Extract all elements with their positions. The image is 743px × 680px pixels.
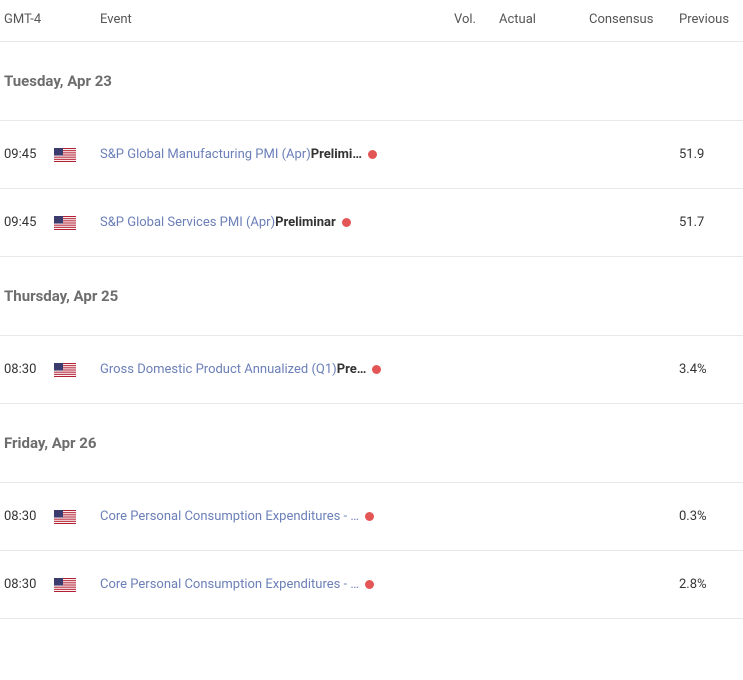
col-header-consensus: Consensus — [589, 12, 679, 27]
event-cell: S&P Global Services PMI (Apr)Preliminar — [100, 215, 454, 230]
calendar-body: Tuesday, Apr 2309:45 S&P Global Manufact… — [0, 42, 743, 619]
col-header-actual: Actual — [499, 12, 589, 27]
us-flag-icon — [54, 363, 76, 377]
event-release-type: Pre… — [337, 362, 367, 377]
event-previous: 51.7 — [679, 215, 739, 230]
us-flag-icon — [54, 216, 76, 230]
event-cell: S&P Global Manufacturing PMI (Apr)Prelim… — [100, 147, 454, 162]
event-cell: Core Personal Consumption Expenditures -… — [100, 577, 454, 592]
date-header: Thursday, Apr 25 — [0, 257, 743, 336]
impact-indicator-icon — [365, 512, 374, 521]
us-flag-icon — [54, 148, 76, 162]
event-time: 08:30 — [4, 509, 54, 524]
impact-indicator-icon — [365, 580, 374, 589]
event-row[interactable]: 08:30 Core Personal Consumption Expendit… — [0, 483, 743, 551]
event-row[interactable]: 08:30 Gross Domestic Product Annualized … — [0, 336, 743, 404]
col-header-timezone: GMT-4 — [4, 12, 54, 27]
col-header-vol: Vol. — [454, 12, 499, 27]
event-country-flag — [54, 147, 100, 162]
event-link[interactable]: Core Personal Consumption Expenditures -… — [100, 509, 359, 524]
event-time: 08:30 — [4, 577, 54, 592]
event-row[interactable]: 09:45 S&P Global Manufacturing PMI (Apr)… — [0, 121, 743, 189]
date-header: Tuesday, Apr 23 — [0, 42, 743, 121]
event-release-type: Preliminar — [275, 215, 336, 230]
event-link[interactable]: S&P Global Services PMI (Apr) — [100, 215, 275, 230]
event-link[interactable]: Core Personal Consumption Expenditures -… — [100, 577, 359, 592]
us-flag-icon — [54, 578, 76, 592]
us-flag-icon — [54, 510, 76, 524]
event-link[interactable]: S&P Global Manufacturing PMI (Apr) — [100, 147, 311, 162]
event-cell: Gross Domestic Product Annualized (Q1)Pr… — [100, 362, 454, 377]
event-cell: Core Personal Consumption Expenditures -… — [100, 509, 454, 524]
event-row[interactable]: 09:45 S&P Global Services PMI (Apr)Preli… — [0, 189, 743, 257]
table-header-row: GMT-4 Event Vol. Actual Consensus Previo… — [0, 0, 743, 42]
event-country-flag — [54, 215, 100, 230]
event-previous: 51.9 — [679, 147, 739, 162]
event-previous: 3.4% — [679, 362, 739, 377]
col-header-previous: Previous — [679, 12, 739, 27]
event-country-flag — [54, 509, 100, 524]
col-header-flag-spacer — [54, 12, 100, 27]
event-country-flag — [54, 362, 100, 377]
impact-indicator-icon — [368, 150, 377, 159]
impact-indicator-icon — [372, 365, 381, 374]
event-row[interactable]: 08:30 Core Personal Consumption Expendit… — [0, 551, 743, 619]
event-release-type: Prelimi… — [311, 147, 362, 162]
event-previous: 0.3% — [679, 509, 739, 524]
economic-calendar-table: GMT-4 Event Vol. Actual Consensus Previo… — [0, 0, 743, 619]
event-time: 09:45 — [4, 147, 54, 162]
event-time: 08:30 — [4, 362, 54, 377]
event-time: 09:45 — [4, 215, 54, 230]
event-link[interactable]: Gross Domestic Product Annualized (Q1) — [100, 362, 337, 377]
col-header-event: Event — [100, 12, 454, 27]
impact-indicator-icon — [342, 218, 351, 227]
event-country-flag — [54, 577, 100, 592]
date-header: Friday, Apr 26 — [0, 404, 743, 483]
event-previous: 2.8% — [679, 577, 739, 592]
